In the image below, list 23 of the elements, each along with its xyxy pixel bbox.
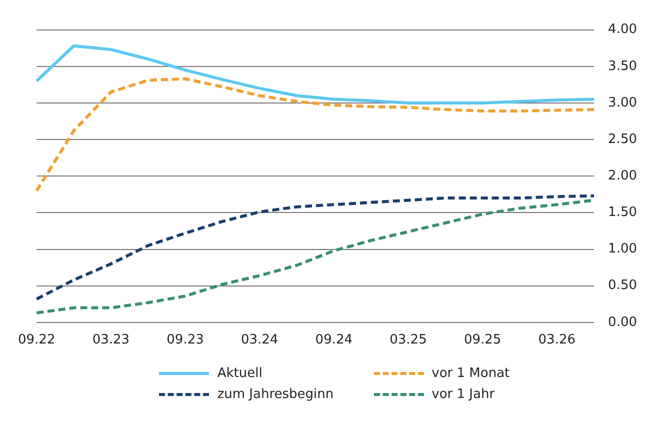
line-series	[35, 194, 596, 300]
x-tick-label: 09.23	[166, 332, 204, 348]
x-tick-label: 09.22	[18, 332, 56, 348]
y-tick-label: 1.00	[608, 242, 638, 257]
x-tick-label: 03.25	[390, 332, 427, 348]
x-tick-label: 09.24	[315, 332, 353, 348]
x-tick-label: 03.24	[240, 332, 278, 348]
y-tick-label: 3.50	[608, 58, 638, 74]
legend-label: vor 1 Monat	[432, 366, 510, 381]
y-tick-label: 0.00	[608, 314, 638, 330]
x-tick-label: 09.25	[464, 332, 502, 348]
line-series	[35, 77, 596, 192]
y-tick-label: 3.00	[608, 95, 638, 110]
y-tick-label: 1.50	[608, 205, 638, 220]
legend-label: zum Jahresbeginn	[217, 387, 334, 402]
y-tick-label: 4.00	[608, 22, 638, 38]
x-tick-label: 03.23	[92, 332, 130, 348]
legend-label: Aktuell	[217, 366, 262, 381]
y-tick-label: 2.50	[608, 132, 638, 147]
x-tick-label: 03.26	[538, 332, 576, 348]
legend-label: vor 1 Jahr	[432, 387, 495, 402]
y-tick-label: 2.00	[608, 168, 638, 184]
y-tick-label: 0.50	[608, 278, 638, 294]
